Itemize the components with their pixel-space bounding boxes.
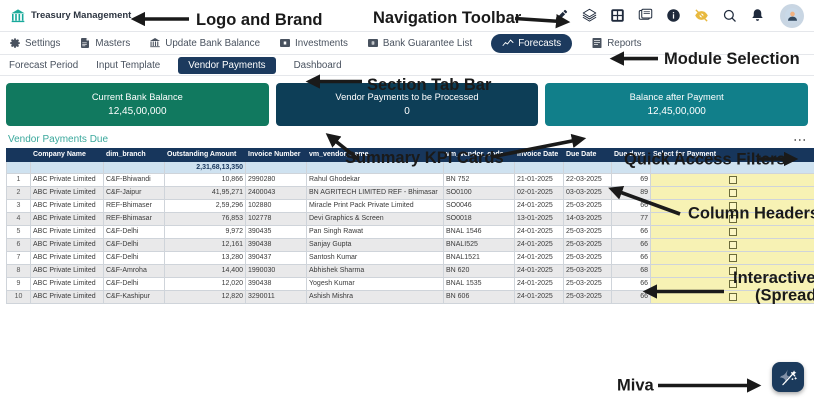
svg-text:Miva: Miva bbox=[617, 377, 655, 395]
